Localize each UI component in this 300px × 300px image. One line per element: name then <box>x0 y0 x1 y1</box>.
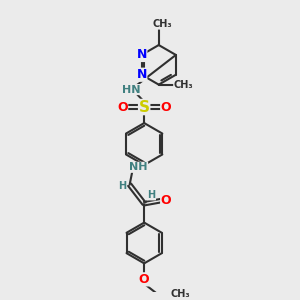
Text: HN: HN <box>122 85 140 94</box>
Text: CH₃: CH₃ <box>174 80 193 90</box>
Text: CH₃: CH₃ <box>152 19 172 29</box>
Text: O: O <box>161 100 171 113</box>
Text: NH: NH <box>129 162 148 172</box>
Text: S: S <box>139 100 150 115</box>
Text: H: H <box>147 190 155 200</box>
Text: O: O <box>139 273 149 286</box>
Text: O: O <box>161 194 171 207</box>
Text: H: H <box>118 181 126 191</box>
Text: CH₃: CH₃ <box>171 289 190 299</box>
Text: O: O <box>117 100 128 113</box>
Text: N: N <box>136 68 147 81</box>
Text: N: N <box>136 48 147 62</box>
